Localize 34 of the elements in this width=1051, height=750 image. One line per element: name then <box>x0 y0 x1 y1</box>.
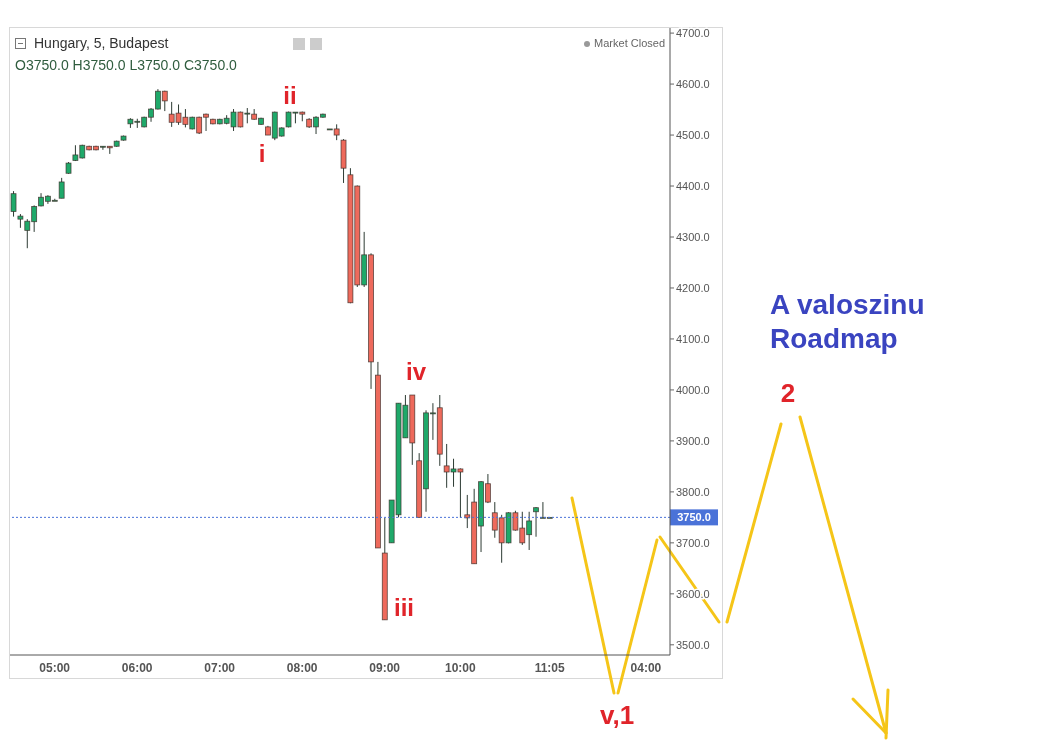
x-tick-label: 06:00 <box>121 660 153 675</box>
y-tick-label: 3700.0 <box>676 536 710 549</box>
x-tick-label: 05:00 <box>39 660 71 675</box>
y-tick-label: 4600.0 <box>676 77 710 90</box>
y-tick-label: 4300.0 <box>676 230 710 243</box>
annotation: ii <box>282 82 298 111</box>
text: 2 <box>779 378 797 410</box>
x-tick-label: 11:05 <box>534 660 566 675</box>
annotation: i <box>257 140 267 169</box>
annotation: iv <box>405 358 427 387</box>
x-tick-label: 08:00 <box>286 660 318 675</box>
ref-line-label: 3750.0 <box>677 511 711 524</box>
x-tick-label: 07:00 <box>204 660 236 675</box>
y-tick-label: 3500.0 <box>676 638 710 651</box>
annotation: iii <box>393 594 415 623</box>
y-tick-label: 4100.0 <box>676 332 710 345</box>
text: A valoszinu Roadmap <box>770 288 926 356</box>
annotation: Market Closed <box>593 37 665 51</box>
x-tick-label: 09:00 <box>369 660 401 675</box>
text: O3750.0 H3750.0 L3750.0 C3750.0 <box>15 57 237 73</box>
candlestick <box>10 190 17 218</box>
y-tick-label: 4200.0 <box>676 281 710 294</box>
y-tick-label: 4700.0 <box>676 27 710 39</box>
y-tick-label: 4500.0 <box>676 128 710 141</box>
x-tick-label: 10:00 <box>444 660 476 675</box>
text: Hungary, 5, Budapest <box>34 35 169 51</box>
y-tick-label: 3900.0 <box>676 434 710 447</box>
candlestick <box>58 177 65 199</box>
y-tick-label: 4000.0 <box>676 383 710 396</box>
text: v,1 <box>598 700 636 732</box>
y-tick-label: 4400.0 <box>676 179 710 192</box>
y-tick-label: 3800.0 <box>676 485 710 498</box>
candlestick <box>533 506 539 538</box>
x-tick-label: 04:00 <box>630 660 662 675</box>
